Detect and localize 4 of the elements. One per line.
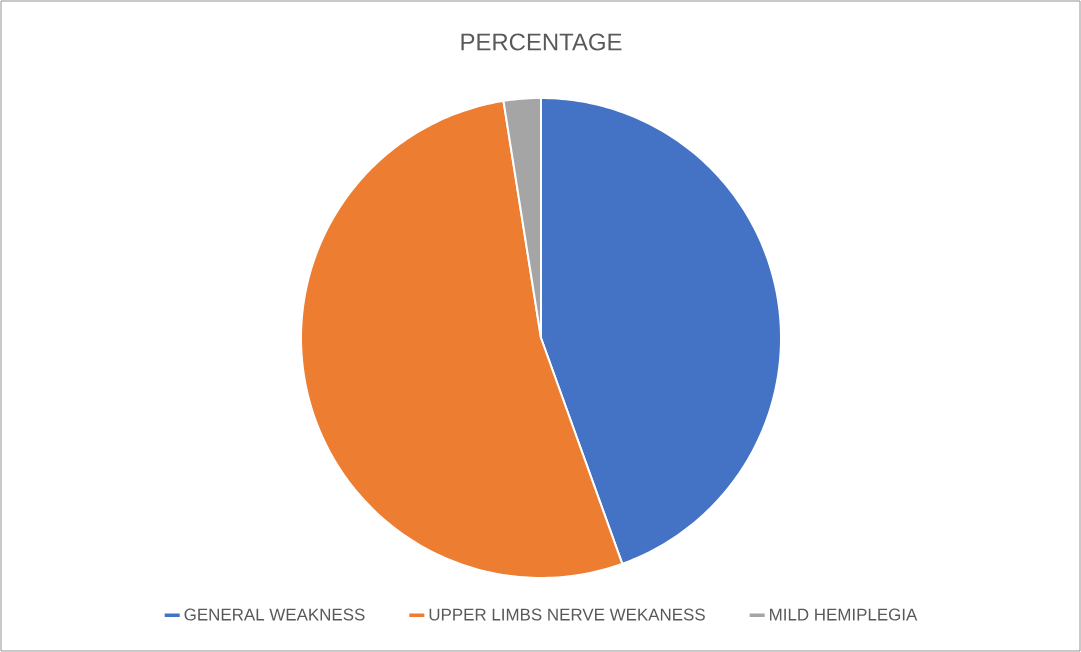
- legend-label: UPPER LIMBS NERVE WEKANESS: [429, 608, 705, 621]
- chart-title: PERCENTAGE: [461, 33, 622, 51]
- legend-label: MILD HEMIPLEGIA: [770, 608, 918, 621]
- legend-label: GENERAL WEAKNESS: [184, 608, 365, 621]
